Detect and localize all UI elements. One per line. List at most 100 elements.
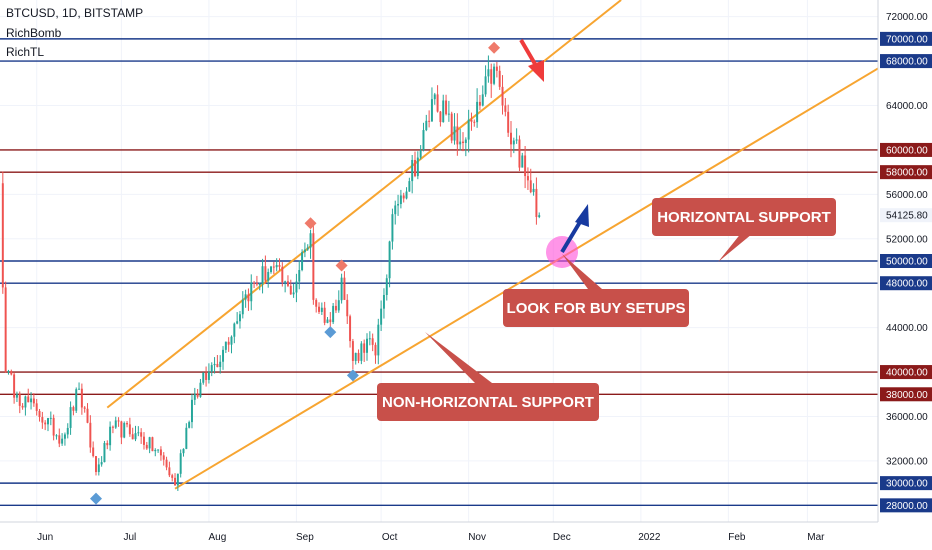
- candle-body: [222, 349, 225, 362]
- candle-body: [49, 417, 52, 419]
- candle: [250, 274, 253, 311]
- candle-body: [78, 388, 81, 390]
- candle: [470, 112, 473, 131]
- price-tick-label: 64000.00: [886, 101, 928, 112]
- candle-body: [298, 270, 301, 282]
- candle: [258, 282, 261, 291]
- level-tag-68000: [880, 54, 932, 69]
- candle: [346, 294, 349, 324]
- candle: [24, 395, 27, 416]
- candle-body: [504, 105, 507, 112]
- candle-body: [69, 407, 72, 428]
- candle: [94, 456, 97, 476]
- candle: [69, 401, 72, 435]
- candle-body: [258, 284, 261, 286]
- candle-body: [165, 459, 168, 468]
- candle: [154, 448, 157, 457]
- candle-body: [190, 399, 193, 423]
- price-tick-label: 44000.00: [886, 323, 928, 334]
- buy-setups-pointer: [562, 254, 602, 289]
- candle: [238, 310, 241, 329]
- candle-body: [507, 111, 510, 133]
- candle-body: [224, 341, 227, 350]
- candle-body: [464, 139, 467, 143]
- candle: [329, 312, 332, 329]
- level-tag-label: 70000.00: [886, 34, 928, 45]
- candle: [289, 279, 292, 295]
- candle-body: [92, 447, 95, 457]
- candle: [188, 420, 191, 429]
- candle: [117, 417, 120, 427]
- candle: [323, 301, 326, 326]
- level-tag-38000: [880, 387, 932, 402]
- candle-body: [315, 299, 318, 307]
- candle: [473, 119, 476, 127]
- candle: [433, 92, 436, 105]
- candle: [278, 258, 281, 271]
- candle: [371, 333, 374, 352]
- candle: [120, 420, 123, 445]
- candle: [193, 387, 196, 406]
- candle-body: [199, 382, 202, 397]
- candle-body: [159, 449, 162, 456]
- candle-body: [512, 140, 515, 145]
- candle: [402, 192, 405, 203]
- time-axis[interactable]: Jun Jul Aug Sep Oct Nov Dec 2022 Feb Mar: [0, 521, 878, 550]
- candle: [292, 283, 295, 298]
- price-axis-bg: [878, 0, 932, 550]
- candle: [478, 94, 481, 111]
- candle: [142, 432, 145, 450]
- candle-body: [24, 396, 27, 408]
- horizontal-support-pointer: [718, 232, 752, 262]
- candle: [131, 427, 134, 440]
- level-tag-58000: [880, 165, 932, 180]
- candle-body: [176, 473, 179, 486]
- candle: [315, 298, 318, 313]
- candle-body: [306, 247, 309, 250]
- level-tag-40000: [880, 365, 932, 380]
- candle: [182, 448, 185, 457]
- candle: [351, 338, 354, 370]
- candle-body: [120, 421, 123, 438]
- price-tick-label: 72000.00: [886, 12, 928, 23]
- candle: [405, 187, 408, 200]
- candle: [38, 408, 41, 422]
- candle-body: [205, 372, 208, 380]
- candle: [63, 432, 66, 446]
- candle-body: [490, 69, 493, 84]
- candle-body: [106, 443, 109, 446]
- candle-body: [236, 321, 239, 324]
- candle: [535, 177, 538, 225]
- price-axis[interactable]: 72000.00 68000.00 64000.00 60000.00 56000.00…: [877, 0, 932, 550]
- candle-body: [532, 188, 535, 193]
- candle: [196, 388, 199, 399]
- candle: [447, 100, 450, 122]
- candle-body: [439, 111, 442, 123]
- candle-body: [250, 282, 253, 302]
- candle-body: [478, 101, 481, 106]
- candle: [428, 110, 431, 128]
- candle-body: [301, 252, 304, 271]
- candle-body: [151, 437, 154, 452]
- candle: [185, 423, 188, 450]
- candle-body: [450, 113, 453, 141]
- level-tag-28000: [880, 498, 932, 513]
- candle-body: [515, 139, 518, 141]
- candle: [86, 403, 89, 424]
- candle-body: [275, 265, 278, 268]
- candle: [222, 346, 225, 370]
- candle-body: [261, 266, 264, 285]
- candle: [385, 274, 388, 301]
- candle: [148, 436, 151, 454]
- candle-body: [346, 299, 349, 317]
- candle: [510, 121, 512, 158]
- candle-body: [216, 363, 219, 368]
- time-tick-label: Nov: [468, 532, 486, 543]
- candle: [349, 314, 352, 348]
- candle-body: [510, 132, 512, 145]
- candle: [414, 151, 416, 178]
- candle-body: [7, 371, 10, 373]
- candle: [298, 260, 301, 290]
- candle-body: [521, 155, 524, 168]
